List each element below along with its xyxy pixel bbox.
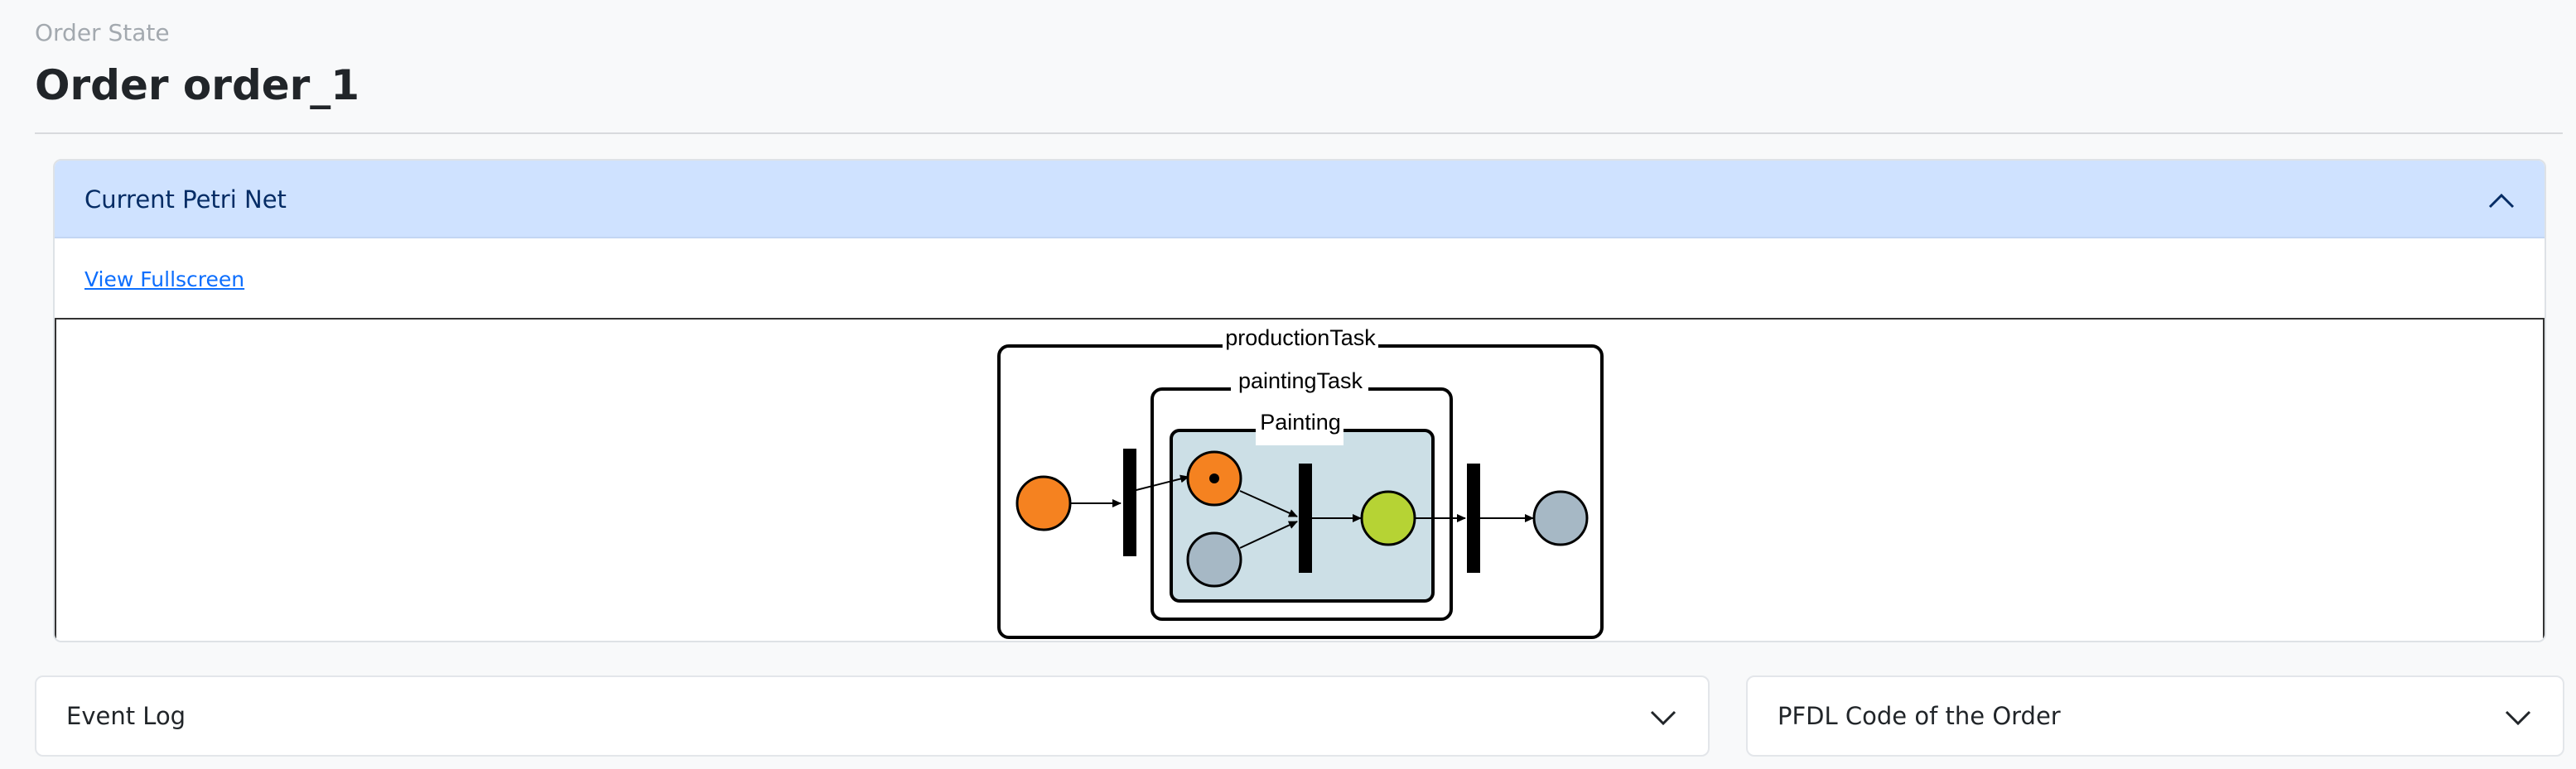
petri-net-graph: productionTask paintingTask Painting xyxy=(997,325,1604,639)
group-label-painting-task: paintingTask xyxy=(1238,368,1363,393)
transition-2[interactable] xyxy=(1299,464,1312,573)
arc-p-idle-to-t2 xyxy=(1239,521,1298,549)
petri-net-accordion-header[interactable]: Current Petri Net xyxy=(55,161,2545,238)
chevron-down-icon xyxy=(1650,710,1676,726)
page-subtitle: Order State xyxy=(35,19,170,46)
petri-net-accordion: Current Petri Net View Fullscreen produc… xyxy=(53,159,2546,642)
pfdl-code-title: PFDL Code of the Order xyxy=(1778,702,2061,730)
group-label-production-task: productionTask xyxy=(1225,325,1376,350)
place-start[interactable] xyxy=(1015,475,1072,531)
place-token xyxy=(1209,473,1219,483)
page-title: Order order_1 xyxy=(35,61,360,109)
view-fullscreen-link[interactable]: View Fullscreen xyxy=(84,267,245,291)
pfdl-code-accordion[interactable]: PFDL Code of the Order xyxy=(1746,675,2564,757)
arc-p-active-to-t2 xyxy=(1239,490,1298,517)
title-divider xyxy=(35,132,2563,134)
event-log-title: Event Log xyxy=(66,702,186,730)
petri-net-accordion-title: Current Petri Net xyxy=(84,185,287,214)
petri-net-canvas[interactable]: productionTask paintingTask Painting xyxy=(55,318,2545,641)
place-end[interactable] xyxy=(1532,490,1589,546)
group-label-painting: Painting xyxy=(1260,410,1341,435)
chevron-down-icon xyxy=(2505,710,2531,726)
transition-3[interactable] xyxy=(1467,464,1480,573)
place-painting-done[interactable] xyxy=(1360,490,1416,546)
arc-t1-to-p-active xyxy=(1129,474,1189,493)
place-painting-idle[interactable] xyxy=(1186,531,1242,588)
transition-1[interactable] xyxy=(1123,449,1136,556)
chevron-up-icon xyxy=(2488,193,2515,209)
event-log-accordion[interactable]: Event Log xyxy=(35,675,1710,757)
